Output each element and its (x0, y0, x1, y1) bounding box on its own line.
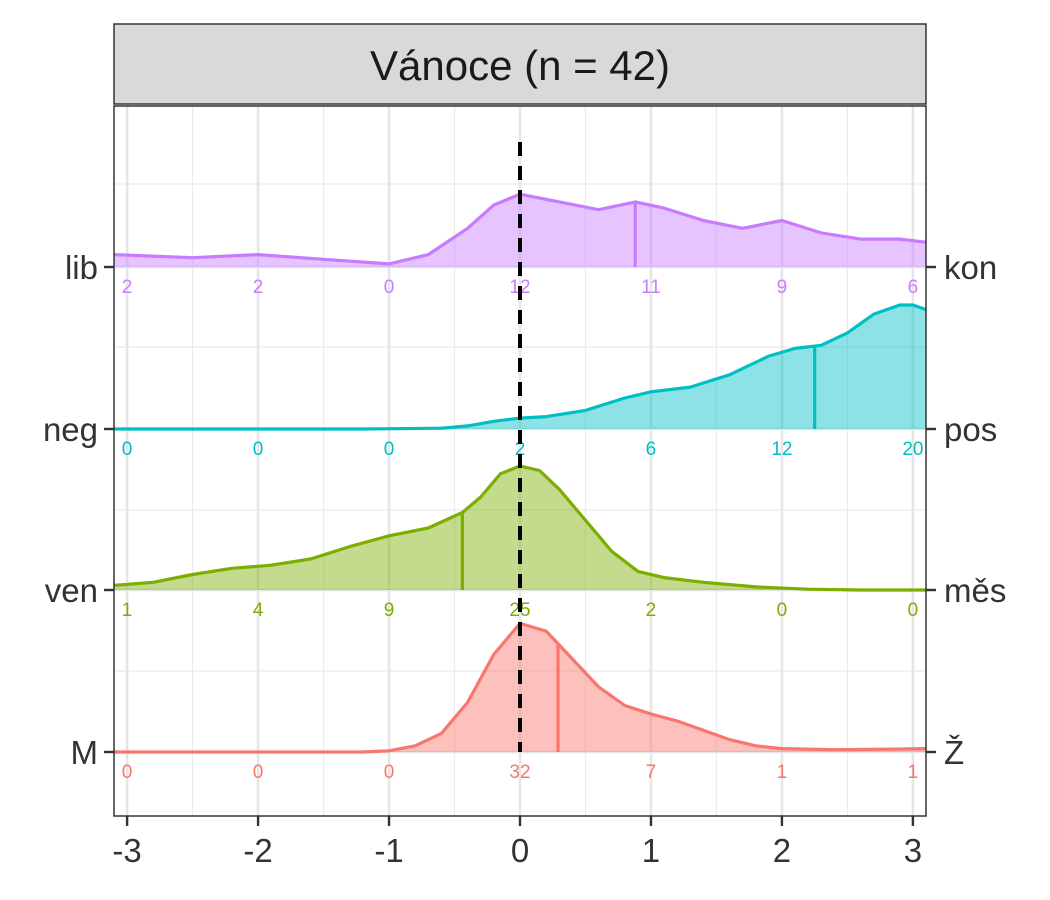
count-label: 0 (908, 600, 919, 621)
ridge-line-neg (114, 303, 927, 431)
count-label: 32 (509, 762, 530, 783)
count-label: 12 (771, 439, 792, 460)
count-label: 1 (908, 762, 919, 783)
count-label: 1 (777, 762, 788, 783)
ridge-line-M (114, 621, 927, 754)
facet-title: Vánoce (n = 42) (370, 42, 670, 89)
count-label: 4 (253, 600, 264, 621)
x-tick-label: 3 (904, 832, 922, 869)
ridge-area-M (114, 623, 926, 752)
count-label: 6 (908, 277, 919, 298)
ridge-area-neg (114, 305, 926, 429)
y-label-left: M (71, 734, 99, 771)
x-tick-label: -3 (112, 832, 141, 869)
y-label-right: Ž (944, 734, 964, 771)
y-label-right: kon (944, 249, 997, 286)
x-tick-label: 2 (773, 832, 791, 869)
x-tick-label: 0 (511, 832, 529, 869)
count-label: 11 (641, 277, 661, 298)
y-label-left: ven (45, 572, 98, 609)
strip-background (113, 23, 927, 105)
count-label: 0 (384, 277, 395, 298)
ridge-line-ven (113, 464, 926, 592)
count-labels: 2201211960002612201492520000032711 (122, 277, 924, 783)
count-label: 2 (646, 600, 657, 621)
y-label-right: měs (944, 572, 1006, 609)
count-label: 6 (646, 439, 657, 460)
count-label: 9 (384, 600, 395, 621)
count-label: 0 (384, 762, 395, 783)
count-label: 0 (384, 439, 395, 460)
count-label: 2 (122, 277, 133, 298)
count-label: 1 (122, 600, 133, 621)
count-label: 9 (777, 277, 788, 298)
ridge-area-lib (114, 194, 926, 267)
y-label-left: lib (65, 249, 98, 286)
x-tick-label: -2 (243, 832, 272, 869)
count-label: 0 (253, 439, 264, 460)
count-label: 20 (902, 439, 923, 460)
count-label: 0 (122, 762, 133, 783)
count-label: 0 (253, 762, 264, 783)
ridge-line-lib (113, 192, 927, 266)
count-label: 0 (777, 600, 788, 621)
x-tick-label: -1 (374, 832, 403, 869)
y-label-right: pos (944, 411, 997, 448)
y-label-left: neg (43, 411, 98, 448)
x-tick-label: 1 (642, 832, 660, 869)
count-label: 2 (253, 277, 264, 298)
count-label: 7 (646, 762, 657, 783)
count-label: 0 (122, 439, 133, 460)
count-label: 2 (515, 439, 526, 460)
